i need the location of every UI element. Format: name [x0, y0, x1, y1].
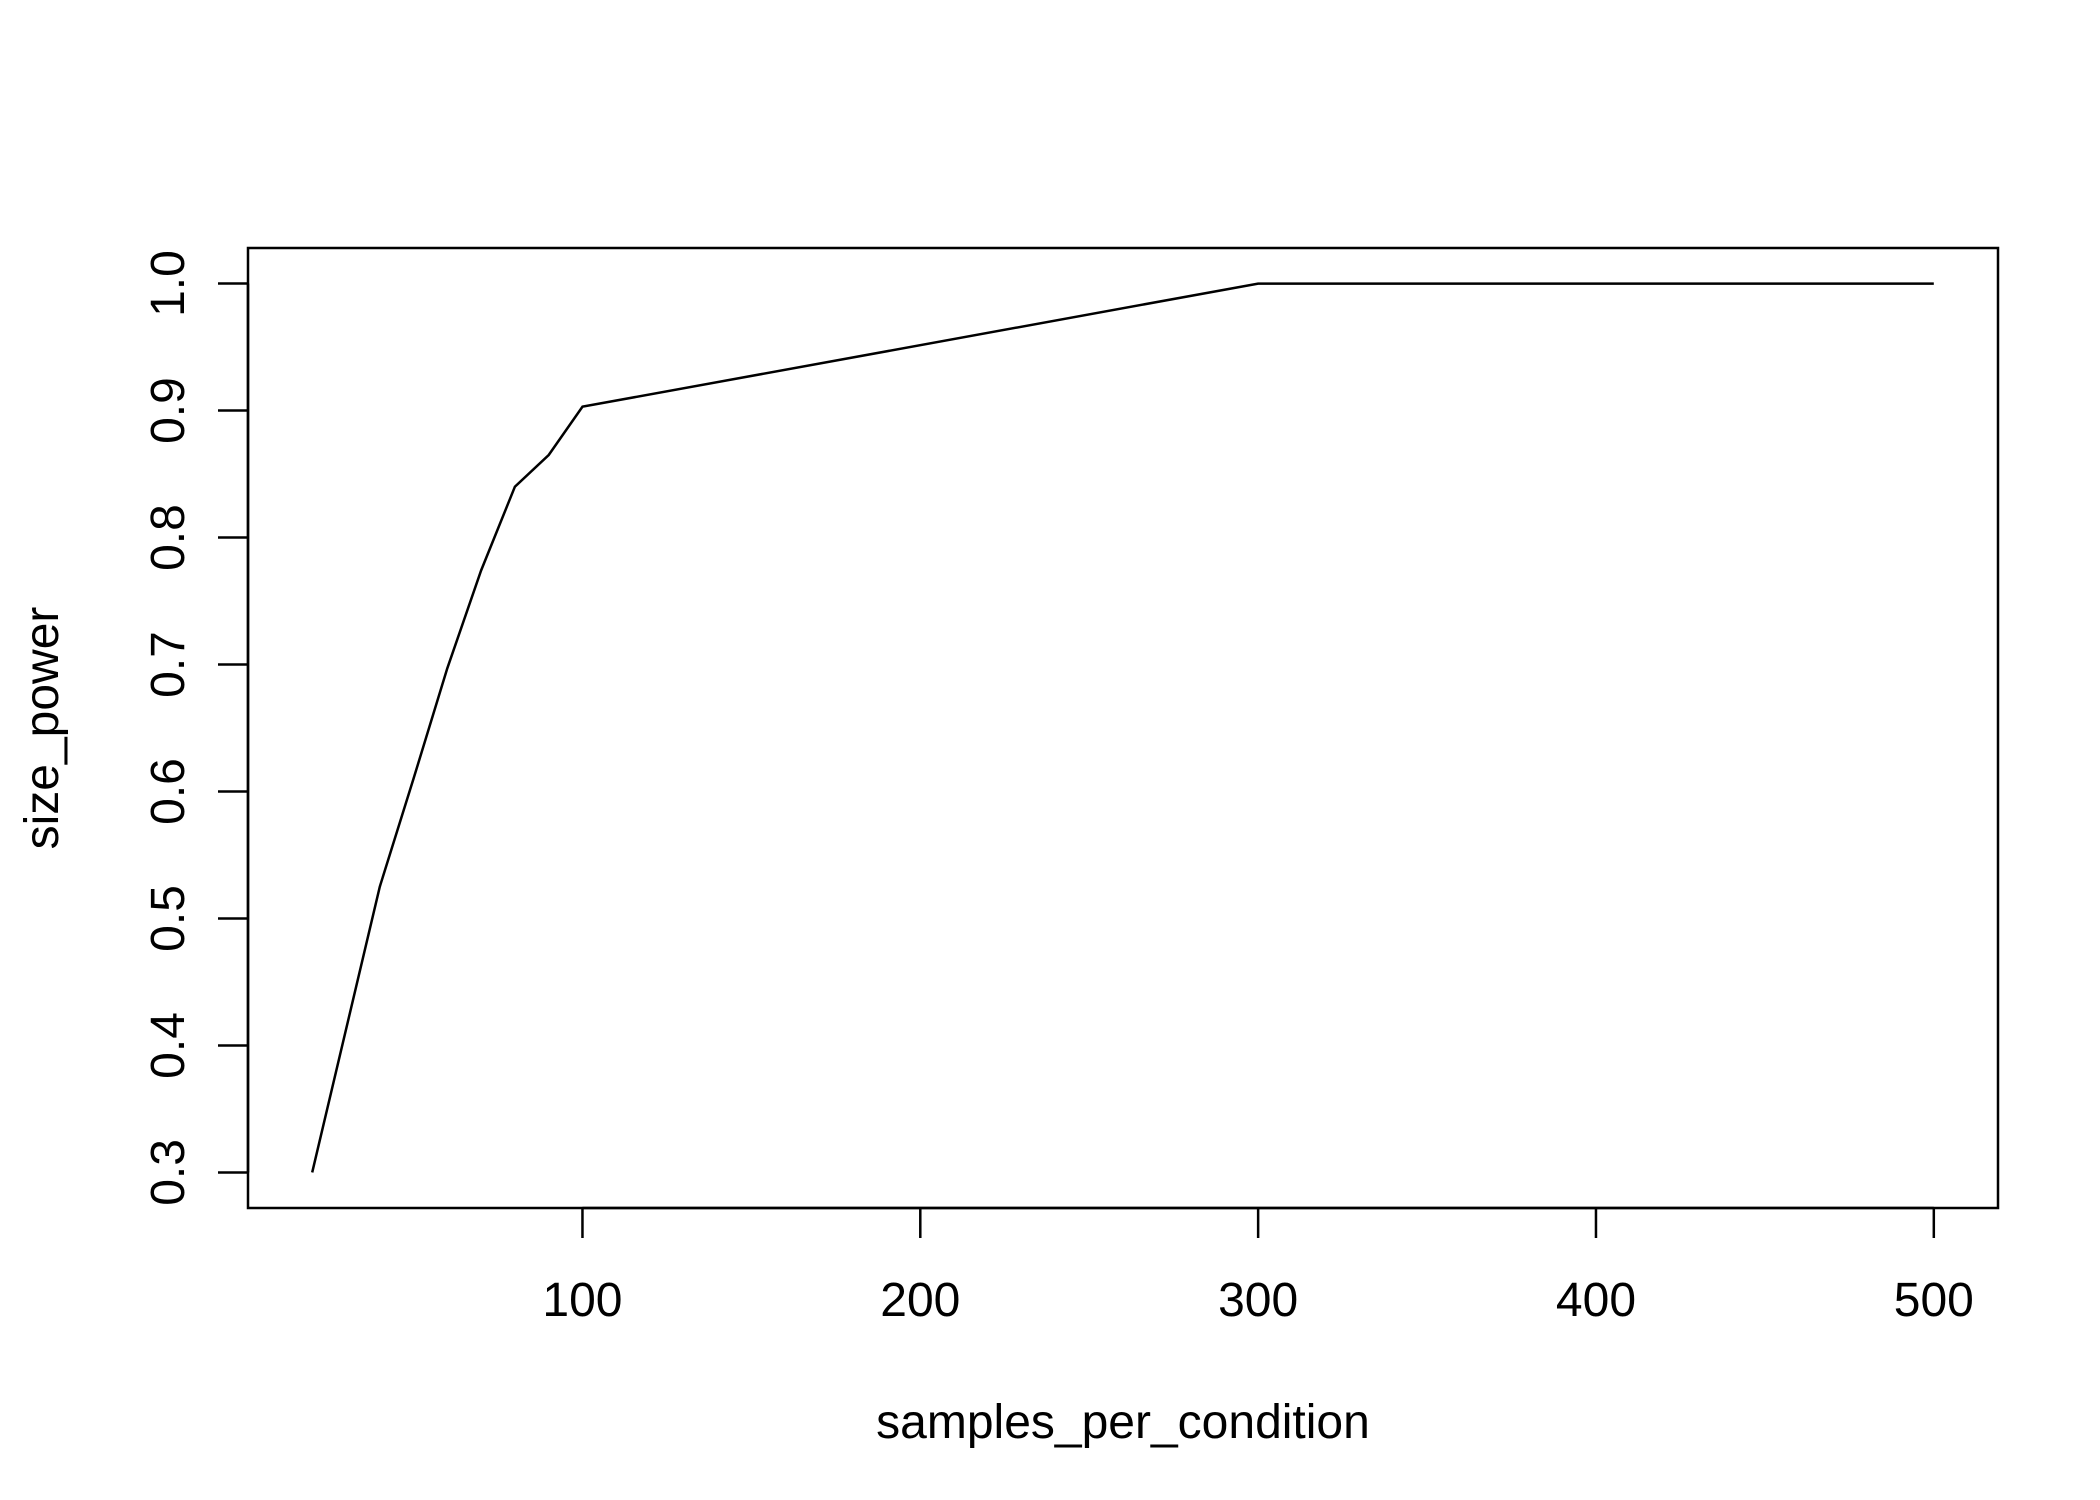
y-tick-label: 1.0 — [142, 250, 195, 317]
plot-box — [246, 246, 2000, 1210]
x-tick-label: 300 — [1218, 1274, 1298, 1327]
y-tick-label: 0.5 — [142, 885, 195, 952]
x-tick-label: 100 — [542, 1274, 622, 1327]
y-tick-label: 0.7 — [142, 631, 195, 698]
series-group — [310, 282, 1934, 1173]
y-tick-label: 0.8 — [142, 504, 195, 571]
y-tick-label: 0.4 — [142, 1012, 195, 1079]
y-tick-label: 0.6 — [142, 758, 195, 825]
series-line — [310, 282, 1934, 1173]
x-tick-label: 200 — [880, 1274, 960, 1327]
x-axis-title: samples_per_condition — [876, 1396, 1370, 1449]
x-axis: 100 200 300 400 500 — [542, 1206, 1974, 1327]
x-tick-label: 500 — [1894, 1274, 1974, 1327]
y-axis-title: size_power — [16, 607, 69, 850]
y-axis: 0.3 0.4 0.5 0.6 0.7 0.8 0.9 1.0 — [142, 250, 250, 1206]
y-tick-label: 0.3 — [142, 1139, 195, 1206]
y-tick-label: 0.9 — [142, 377, 195, 444]
x-tick-label: 400 — [1556, 1274, 1636, 1327]
